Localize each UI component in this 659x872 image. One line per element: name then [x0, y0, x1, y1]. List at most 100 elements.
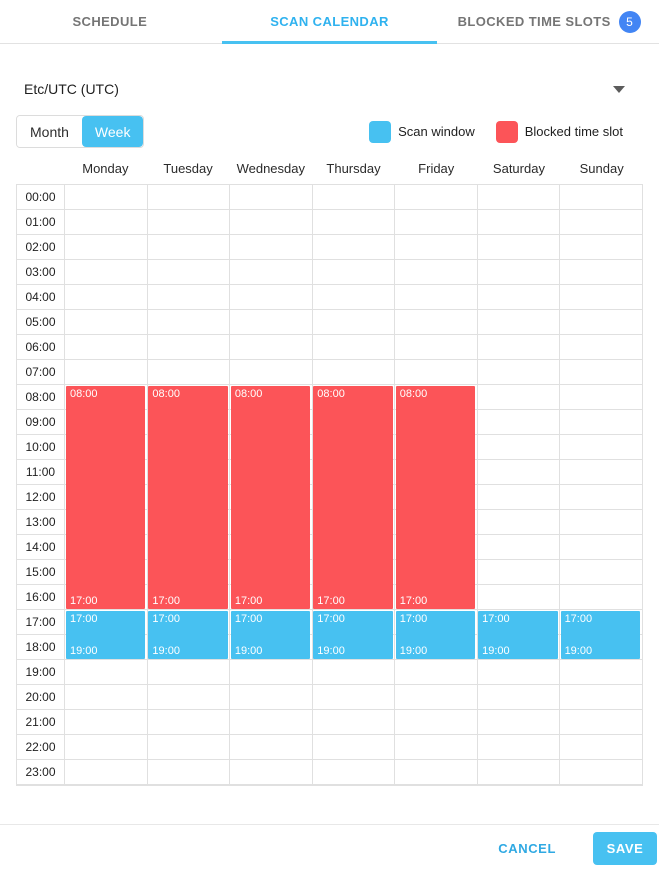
- calendar-cell[interactable]: [148, 535, 231, 559]
- calendar-cell[interactable]: [148, 235, 231, 259]
- timezone-select[interactable]: Etc/UTC (UTC): [24, 77, 625, 101]
- calendar-cell[interactable]: [148, 635, 231, 659]
- calendar-cell[interactable]: [395, 410, 478, 434]
- calendar-cell[interactable]: [148, 735, 231, 759]
- calendar-cell[interactable]: [148, 435, 231, 459]
- calendar-cell[interactable]: [148, 710, 231, 734]
- calendar-cell[interactable]: [230, 260, 313, 284]
- calendar-cell[interactable]: [230, 560, 313, 584]
- blocked-time-block[interactable]: 08:00 17:00: [66, 386, 146, 609]
- calendar-cell[interactable]: [395, 635, 478, 659]
- calendar-cell[interactable]: [65, 385, 148, 409]
- calendar-cell[interactable]: [65, 635, 148, 659]
- scan-window-block[interactable]: 17:00 19:00: [560, 611, 640, 659]
- calendar-cell[interactable]: [478, 410, 561, 434]
- calendar-cell[interactable]: [478, 685, 561, 709]
- calendar-cell[interactable]: [395, 385, 478, 409]
- calendar-cell[interactable]: [478, 610, 561, 634]
- calendar-cell[interactable]: [230, 535, 313, 559]
- calendar-cell[interactable]: [313, 735, 396, 759]
- tab-scan-calendar[interactable]: SCAN CALENDAR: [220, 0, 440, 44]
- calendar-cell[interactable]: [313, 485, 396, 509]
- calendar-cell[interactable]: [395, 610, 478, 634]
- scan-window-block[interactable]: 17:00 19:00: [148, 611, 228, 659]
- calendar-cell[interactable]: [478, 260, 561, 284]
- calendar-cell[interactable]: [395, 760, 478, 784]
- calendar-cell[interactable]: [148, 285, 231, 309]
- calendar-cell[interactable]: [148, 360, 231, 384]
- calendar-cell[interactable]: [230, 735, 313, 759]
- calendar-cell[interactable]: [395, 510, 478, 534]
- calendar-cell[interactable]: [148, 610, 231, 634]
- month-button[interactable]: Month: [17, 116, 82, 147]
- calendar-cell[interactable]: [313, 685, 396, 709]
- calendar-cell[interactable]: [313, 610, 396, 634]
- calendar-cell[interactable]: [395, 560, 478, 584]
- calendar-cell[interactable]: [395, 710, 478, 734]
- calendar-cell[interactable]: [148, 260, 231, 284]
- blocked-time-block[interactable]: 08:00 17:00: [230, 386, 311, 609]
- calendar-cell[interactable]: [478, 460, 561, 484]
- calendar-cell[interactable]: [65, 460, 148, 484]
- calendar-cell[interactable]: [395, 660, 478, 684]
- calendar-cell[interactable]: [65, 360, 148, 384]
- calendar-cell[interactable]: [478, 235, 561, 259]
- calendar-cell[interactable]: [313, 335, 396, 359]
- calendar-cell[interactable]: [313, 360, 396, 384]
- calendar-cell[interactable]: [230, 335, 313, 359]
- calendar-cell[interactable]: [148, 210, 231, 234]
- calendar-cell[interactable]: [478, 760, 561, 784]
- calendar-cell[interactable]: [395, 485, 478, 509]
- calendar-cell[interactable]: [313, 385, 396, 409]
- calendar-cell[interactable]: [478, 335, 561, 359]
- calendar-cell[interactable]: [313, 460, 396, 484]
- calendar-cell[interactable]: [478, 435, 561, 459]
- calendar-cell[interactable]: [395, 285, 478, 309]
- calendar-cell[interactable]: [148, 685, 231, 709]
- calendar-cell[interactable]: [65, 760, 148, 784]
- calendar-cell[interactable]: [313, 285, 396, 309]
- calendar-cell[interactable]: [148, 310, 231, 334]
- calendar-cell[interactable]: [148, 560, 231, 584]
- calendar-cell[interactable]: [230, 210, 313, 234]
- calendar-cell[interactable]: [313, 310, 396, 334]
- calendar-cell[interactable]: [65, 410, 148, 434]
- calendar-cell[interactable]: [478, 510, 561, 534]
- calendar-cell[interactable]: [65, 435, 148, 459]
- calendar-cell[interactable]: [478, 185, 561, 209]
- calendar-cell[interactable]: [230, 385, 313, 409]
- cancel-button[interactable]: CANCEL: [494, 833, 560, 864]
- scan-window-block[interactable]: 17:00 19:00: [313, 611, 393, 659]
- scan-window-block[interactable]: 17:00 19:00: [478, 611, 558, 659]
- calendar-cell[interactable]: [65, 610, 148, 634]
- calendar-cell[interactable]: [65, 510, 148, 534]
- calendar-cell[interactable]: [395, 185, 478, 209]
- calendar-cell[interactable]: [230, 285, 313, 309]
- calendar-cell[interactable]: [65, 660, 148, 684]
- calendar-cell[interactable]: [313, 660, 396, 684]
- calendar-cell[interactable]: [148, 185, 231, 209]
- save-button[interactable]: SAVE: [593, 832, 657, 865]
- calendar-cell[interactable]: [478, 210, 561, 234]
- calendar-cell[interactable]: [478, 710, 561, 734]
- calendar-cell[interactable]: [395, 235, 478, 259]
- calendar-cell[interactable]: [313, 260, 396, 284]
- calendar-cell[interactable]: [313, 185, 396, 209]
- calendar-cell[interactable]: [148, 760, 231, 784]
- calendar-cell[interactable]: [230, 235, 313, 259]
- calendar-cell[interactable]: [230, 760, 313, 784]
- calendar-cell[interactable]: [395, 585, 478, 609]
- calendar-cell[interactable]: [478, 285, 561, 309]
- blocked-time-block[interactable]: 08:00 17:00: [395, 386, 476, 609]
- calendar-cell[interactable]: [478, 360, 561, 384]
- scan-window-block[interactable]: 17:00 19:00: [395, 611, 476, 659]
- calendar-cell[interactable]: [395, 435, 478, 459]
- calendar-cell[interactable]: [65, 260, 148, 284]
- calendar-cell[interactable]: [313, 585, 396, 609]
- calendar-cell[interactable]: [230, 710, 313, 734]
- calendar-cell[interactable]: [65, 235, 148, 259]
- calendar-cell[interactable]: [313, 760, 396, 784]
- calendar-cell[interactable]: [313, 235, 396, 259]
- calendar-cell[interactable]: [313, 210, 396, 234]
- calendar-cell[interactable]: [148, 585, 231, 609]
